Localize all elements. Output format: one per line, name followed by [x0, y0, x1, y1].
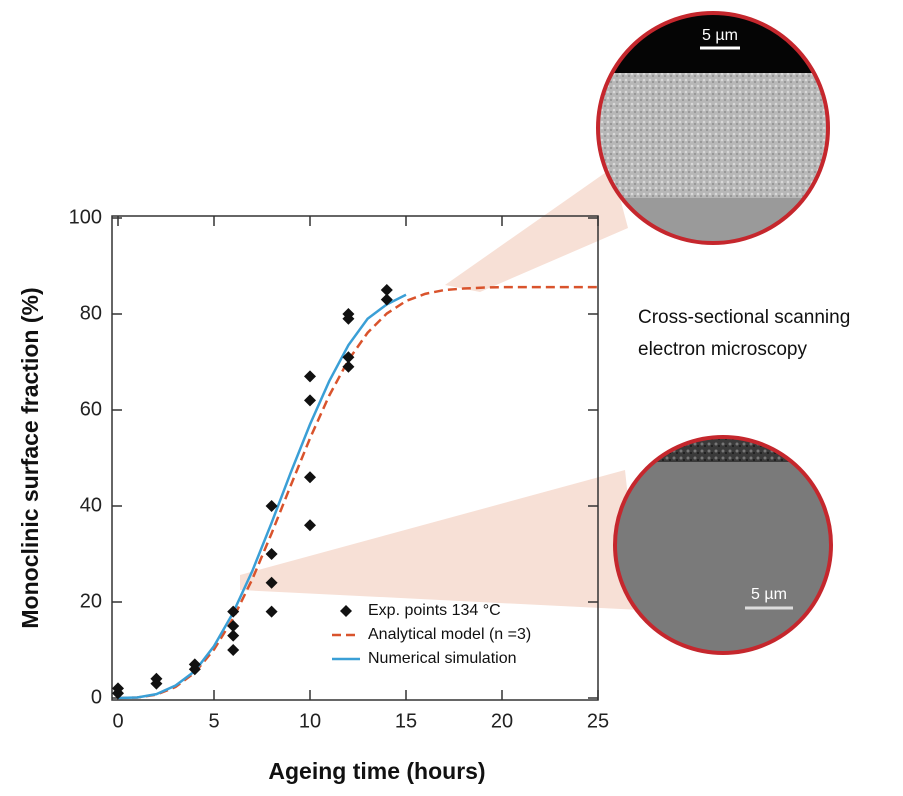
data-point: [304, 370, 316, 383]
data-point: [265, 605, 278, 618]
legend-label: Numerical simulation: [368, 650, 517, 667]
data-point: [265, 576, 278, 589]
caption: electron microscopy: [638, 339, 807, 360]
scale-bar-label: 5 µm: [702, 27, 738, 44]
sem-image-bottom: 5 µm: [613, 435, 833, 655]
x-tick-label: 0: [112, 710, 123, 732]
y-tick-label: 40: [80, 494, 102, 516]
x-tick-label: 5: [208, 710, 219, 732]
x-tick-label: 25: [587, 710, 609, 732]
data-point: [112, 682, 124, 695]
y-tick-label: 80: [80, 302, 102, 324]
scale-bar-label: 5 µm: [751, 586, 787, 603]
x-tick-label: 20: [491, 710, 513, 732]
data-point: [265, 548, 278, 560]
caption: Cross-sectional scanning: [638, 307, 850, 328]
data-point: [342, 351, 355, 364]
x-tick-label: 10: [299, 710, 321, 732]
data-point: [342, 308, 355, 320]
data-point: [150, 672, 163, 685]
data-point: [380, 284, 393, 296]
y-axis-label: Monoclinic surface fraction (%): [17, 287, 43, 628]
data-point: [227, 629, 240, 642]
data-point: [342, 360, 355, 373]
y-tick-label: 0: [91, 686, 102, 708]
data-point: [265, 500, 278, 512]
series-line: [117, 293, 407, 700]
data-point: [380, 293, 393, 306]
data-point: [227, 644, 240, 656]
data-point: [304, 394, 316, 407]
magnify-funnels: [240, 168, 640, 610]
legend-marker: [340, 605, 352, 617]
y-tick-label: 20: [80, 590, 102, 612]
data-point: [304, 471, 316, 484]
x-axis-label: Ageing time (hours): [268, 758, 485, 784]
legend-label: Exp. points 134 °C: [368, 602, 501, 619]
y-tick-label: 60: [80, 398, 102, 420]
data-point: [227, 605, 240, 618]
data-point: [188, 658, 201, 671]
plot-frame: [111, 215, 599, 701]
data-point: [304, 519, 316, 532]
legend-label: Analytical model (n =3): [368, 626, 531, 643]
sem-image-top: 5 µm: [596, 11, 830, 245]
data-point: [227, 620, 240, 632]
y-tick-label: 100: [69, 206, 102, 228]
x-tick-label: 15: [395, 710, 417, 732]
